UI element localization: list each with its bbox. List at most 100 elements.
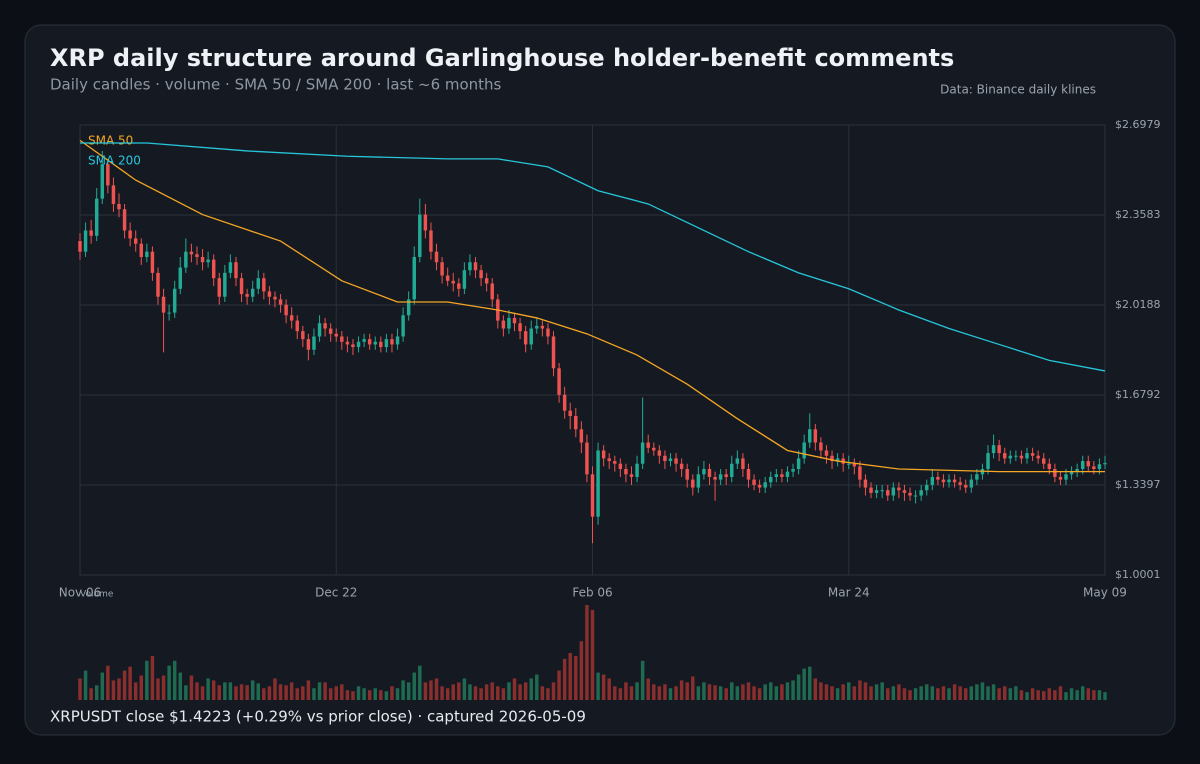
volume-bar	[1019, 690, 1024, 700]
candle-body	[356, 341, 361, 348]
candle-body	[858, 466, 862, 480]
candle-body	[518, 323, 522, 332]
candle-body	[1014, 455, 1018, 457]
candle-body	[886, 490, 890, 496]
candle-body	[824, 450, 829, 456]
volume-bar	[969, 686, 974, 700]
volume-bar	[1075, 690, 1079, 700]
volume-bar	[691, 676, 695, 700]
volume-bar	[696, 686, 701, 700]
volume-bar	[479, 688, 483, 700]
volume-bar	[211, 680, 216, 700]
candle-body	[529, 328, 533, 345]
volume-bar	[1025, 692, 1029, 700]
volume-bar	[997, 688, 1001, 700]
x-tick-label: Mar 24	[828, 586, 870, 600]
candle-body	[239, 278, 244, 295]
candle-body	[523, 331, 528, 345]
volume-bar	[418, 665, 422, 700]
candle-body	[585, 442, 589, 475]
volume-bar	[685, 682, 689, 700]
candle-body	[730, 463, 734, 477]
candle-body	[696, 474, 701, 488]
volume-bar	[574, 655, 578, 700]
candle-body	[462, 270, 467, 289]
source: Data: Binance daily klines	[940, 83, 1096, 97]
candle-body	[1008, 455, 1013, 459]
candle-body	[200, 256, 205, 263]
subtitle: Daily candles · volume · SMA 50 / SMA 20…	[50, 76, 502, 94]
volume-bar	[117, 678, 121, 700]
volume-bar	[568, 652, 572, 700]
volume-bar	[161, 675, 166, 700]
volume-bar	[284, 685, 288, 700]
volume-bar	[741, 684, 745, 700]
volume-bar	[585, 605, 589, 700]
candle-body	[373, 341, 377, 345]
volume-bar	[557, 670, 561, 700]
volume-bar	[913, 688, 918, 700]
volume-bar	[796, 674, 801, 700]
candle-body	[367, 339, 372, 345]
volume-bar	[1030, 688, 1035, 700]
volume-bar	[930, 686, 935, 700]
volume-bar	[323, 682, 327, 700]
volume-bar	[445, 688, 450, 700]
y-tick-label: $2.3583	[1115, 208, 1161, 221]
candle-body	[284, 304, 288, 316]
volume-bar	[730, 682, 734, 700]
candle-body	[919, 490, 923, 496]
candle-body	[457, 283, 461, 289]
candle-body	[668, 458, 673, 462]
volume-bar	[646, 678, 650, 700]
candle-body	[535, 325, 539, 329]
candle-body	[752, 479, 756, 485]
candle-body	[964, 484, 968, 488]
chart-title: XRP daily structure around Garlinghouse …	[50, 44, 954, 72]
candle-body	[384, 339, 389, 348]
candle-body	[395, 336, 400, 345]
volume-bar	[1086, 688, 1091, 700]
candle-body	[819, 442, 823, 451]
volume-bar	[356, 686, 361, 700]
volume-bar	[607, 678, 611, 700]
volume-bar	[640, 660, 645, 700]
candle-body	[117, 203, 121, 210]
volume-bar	[535, 674, 539, 700]
volume-bar	[496, 686, 500, 700]
candle-body	[813, 429, 818, 443]
volume-bar	[334, 686, 338, 700]
sma-line	[79, 139, 1105, 473]
candle-body	[997, 445, 1001, 454]
volume-bar	[925, 684, 929, 700]
candle-body	[685, 469, 689, 480]
candle-body	[161, 296, 166, 313]
volume-bar	[635, 682, 639, 700]
candle-body	[808, 429, 812, 443]
candle-body	[540, 325, 545, 329]
x-tick-label: Nov 06	[59, 586, 102, 600]
volume-bar	[919, 686, 923, 700]
candle-body	[1025, 453, 1029, 459]
volume-bar	[523, 682, 528, 700]
volume-bar	[133, 682, 138, 700]
volume-bar	[83, 670, 88, 700]
volume-bar	[674, 686, 678, 700]
candle-body	[596, 450, 600, 517]
volume-bar	[262, 688, 266, 700]
candle-body	[780, 474, 784, 477]
candle-body	[635, 463, 639, 477]
volume-bar	[156, 678, 160, 700]
volume-bar	[273, 678, 277, 700]
volume-bar	[239, 684, 244, 700]
volume-bar	[908, 690, 912, 700]
candle-body	[150, 251, 155, 273]
candle-body	[785, 471, 790, 477]
candle-body	[1092, 466, 1096, 470]
candle-body	[317, 323, 322, 337]
candle-body	[223, 272, 227, 297]
volume-bar	[947, 688, 951, 700]
candle-body	[707, 469, 712, 477]
candle-body	[1058, 476, 1063, 480]
y-tick-label: $2.0188	[1115, 298, 1161, 311]
